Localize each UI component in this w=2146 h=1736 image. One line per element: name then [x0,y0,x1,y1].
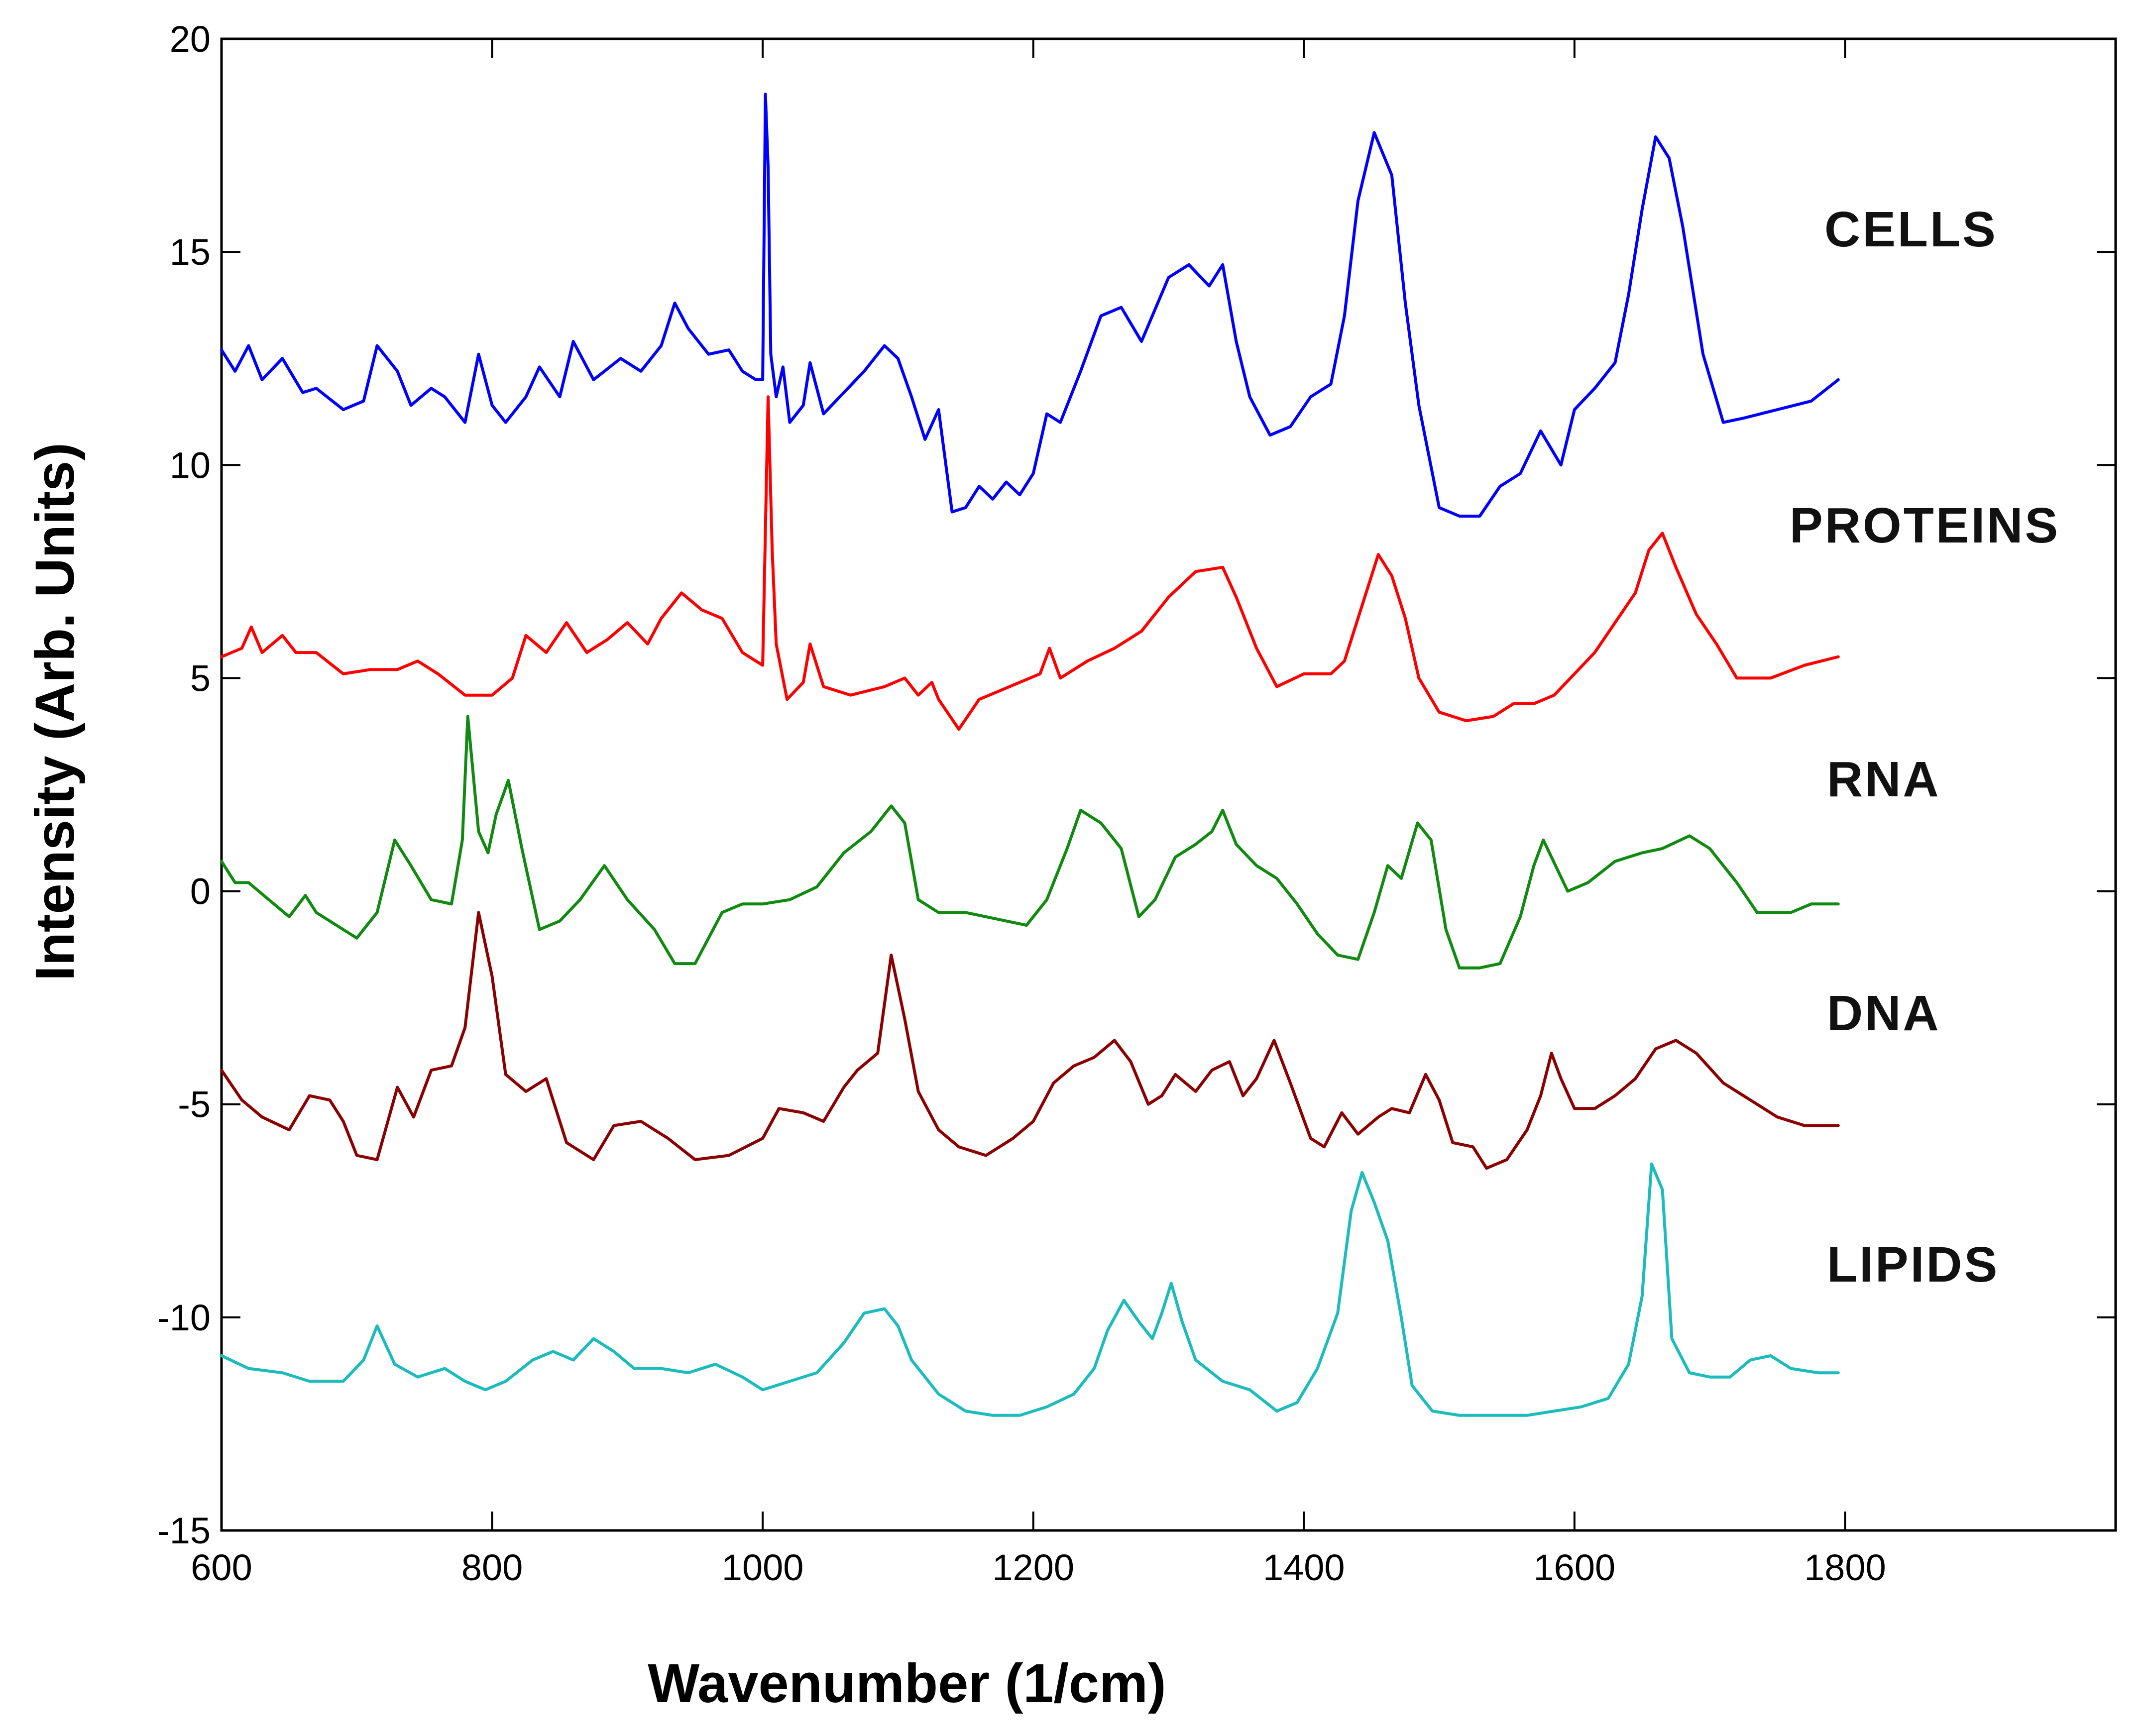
series-labels: CELLS PROTEINS RNA DNA LIPIDS [1790,202,2060,1293]
x-axis-ticks: 600 800 1000 1200 1400 1600 1800 [191,39,1886,1588]
series-label-rna: RNA [1827,752,1941,807]
plot-frame [220,37,2117,1532]
y-tick-label: 5 [190,657,211,699]
y-tick-label: 15 [170,231,211,273]
x-tick-label: 800 [461,1547,523,1588]
x-tick-label: 1800 [1804,1547,1886,1588]
x-tick-label: 1000 [722,1547,804,1588]
y-tick-label: 20 [170,18,211,60]
y-tick-label: -5 [178,1084,211,1125]
x-tick-label: 1200 [992,1547,1074,1588]
series-lines [220,93,1840,1417]
series-line-cells [220,93,1840,518]
series-line-lipids [220,1162,1840,1417]
series-label-proteins: PROTEINS [1790,498,2060,553]
series-line-proteins [220,395,1840,731]
y-tick-label: 10 [170,444,211,486]
x-tick-label: 600 [191,1547,252,1588]
y-axis-ticks: -15 -10 -5 0 5 10 15 20 [157,18,2116,1551]
x-axis-title: Wavenumber (1/cm) [648,1653,1166,1714]
y-tick-label: 0 [190,871,211,912]
y-tick-label: -10 [157,1297,211,1338]
series-line-dna [220,911,1840,1170]
series-line-rna [220,715,1840,970]
y-tick-label: -15 [157,1510,211,1551]
x-tick-label: 1600 [1534,1547,1616,1588]
series-label-lipids: LIPIDS [1827,1237,1999,1293]
series-label-dna: DNA [1827,985,1941,1041]
series-label-cells: CELLS [1824,202,1998,257]
y-axis-title: Intensity (Arb. Units) [24,442,86,981]
x-tick-label: 1400 [1263,1547,1345,1588]
